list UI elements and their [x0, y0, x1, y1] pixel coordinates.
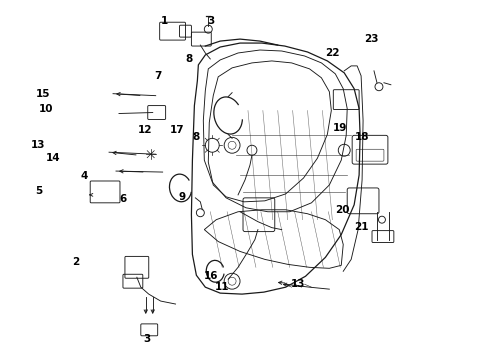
Text: 23: 23 [364, 34, 379, 44]
Text: 7: 7 [154, 71, 161, 81]
Text: 8: 8 [185, 54, 193, 64]
Text: 21: 21 [354, 222, 369, 232]
Text: 5: 5 [35, 186, 42, 197]
Text: 18: 18 [354, 132, 369, 142]
Text: 16: 16 [204, 271, 218, 282]
Text: 17: 17 [170, 125, 184, 135]
Text: 3: 3 [143, 334, 150, 344]
Text: 1: 1 [161, 16, 169, 26]
Text: 10: 10 [38, 104, 53, 113]
Text: 13: 13 [291, 279, 306, 289]
Text: 2: 2 [72, 257, 79, 267]
Text: 4: 4 [81, 171, 88, 181]
Text: 22: 22 [325, 48, 340, 58]
Text: 11: 11 [215, 282, 229, 292]
Text: 3: 3 [207, 16, 215, 26]
Text: 14: 14 [46, 153, 60, 163]
Text: 20: 20 [335, 205, 349, 215]
Text: 9: 9 [178, 192, 185, 202]
Text: 8: 8 [193, 132, 200, 142]
Text: 6: 6 [120, 194, 127, 203]
Text: 12: 12 [138, 125, 152, 135]
Text: 13: 13 [31, 140, 46, 150]
Text: 15: 15 [36, 89, 50, 99]
Text: 19: 19 [333, 123, 347, 133]
